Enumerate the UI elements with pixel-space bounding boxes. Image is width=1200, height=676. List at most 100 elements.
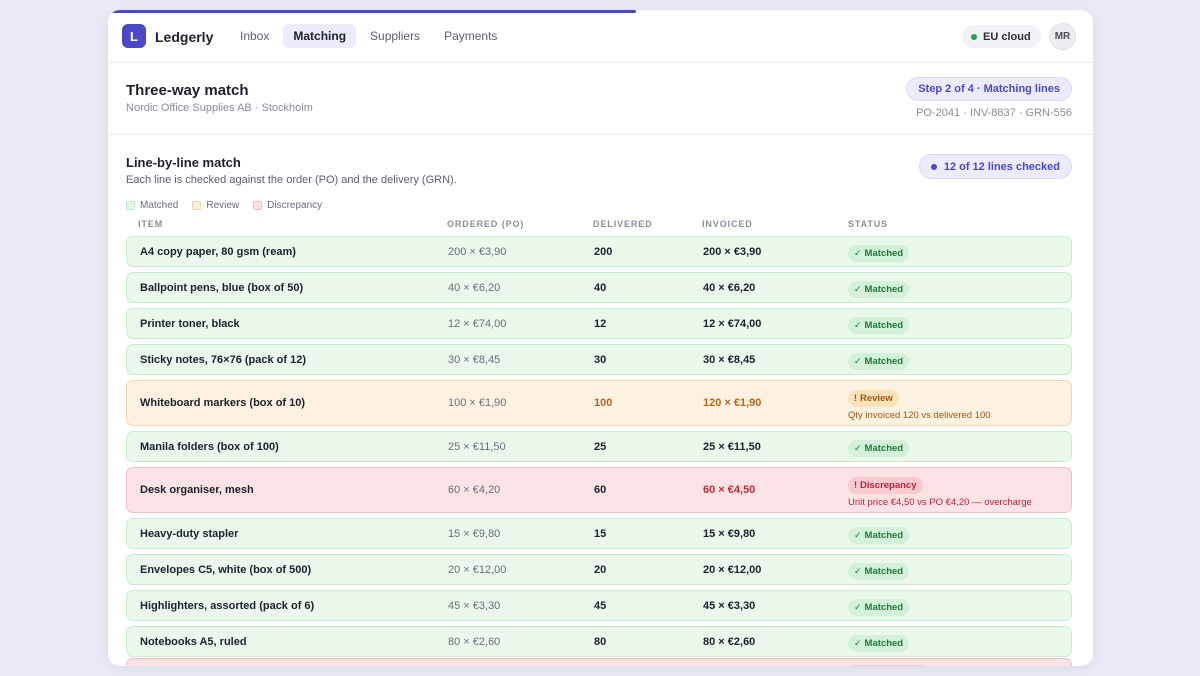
table-row[interactable]: Envelopes C5, white (box of 500) 20 × €12… [126,554,1072,585]
check-icon: ✓ [854,566,862,576]
table-row[interactable]: Sticky notes, 76×76 (pack of 12) 30 × €8,… [126,344,1072,375]
app-name: Ledgerly [155,29,214,45]
app-logo-icon[interactable]: L [122,24,146,48]
table-row[interactable]: Manila folders (box of 100) 25 × €11,50 25… [126,431,1072,462]
table-row[interactable]: Ballpoint pens, blue (box of 50) 40 × €6,… [126,272,1072,303]
ordered-value: 80 × €2,60 [448,636,501,648]
status-label: Matched [864,284,904,295]
ordered-value: 25 × €11,50 [448,441,506,453]
ordered-value: 30 × €8,45 [448,354,501,366]
item-name: Whiteboard markers (box of 10) [140,397,306,409]
delivered-value: 25 [594,441,607,453]
ordered-value: 45 × €3,30 [448,600,501,612]
tab-suppliers[interactable]: Suppliers [370,29,421,43]
document-references: PO-2041 · INV-8837 · GRN-556 [916,107,1072,119]
column-header-invoiced: INVOICED [702,219,753,229]
step-progress-fill [108,10,636,13]
status-label: Matched [864,602,904,613]
status-pill[interactable]: ✓ Matched [848,245,910,262]
status-note: Unit price €4,50 vs PO €4,20 — overcharg… [848,496,1032,508]
item-name: Heavy-duty stapler [140,528,239,540]
status-cell: ✓ Matched [848,561,910,580]
status-dot-icon [971,33,977,40]
status-pill[interactable]: ! Discrepancy [848,476,923,494]
cloud-region-label: EU cloud [983,30,1031,43]
status-pill[interactable]: ✓ Matched [848,635,910,652]
table-row[interactable]: Notebooks A5, ruled 80 × €2,60 80 80 × €2,6… [126,626,1072,657]
item-name: A4 copy paper, 80 gsm (ream) [140,246,296,258]
invoiced-value: 45 × €3,30 [703,600,756,612]
status-cell: ! Discrepancy Unit price €4,50 vs PO €4,20… [848,475,1032,508]
step-indicator-badge: Step 2 of 4 · Matching lines [906,77,1072,101]
invoiced-value: 120 × €1,90 [703,397,762,409]
tab-inbox[interactable]: Inbox [240,29,270,43]
column-header-delivered: DELIVERED [593,219,653,229]
table-header: ITEM ORDERED (PO) DELIVERED INVOICED STA… [126,217,1072,233]
status-cell: ✓ Matched [848,633,910,652]
status-label: Review [860,392,893,404]
check-icon: ✓ [854,248,862,258]
legend-matched: Matched [126,200,178,211]
table-row[interactable]: Heavy-duty stapler 15 × €9,80 15 15 × €9,80… [126,518,1072,549]
status-pill[interactable]: ✓ Matched [848,353,910,370]
delivered-value: 80 [594,636,607,648]
status-label: Discrepancy [860,479,917,491]
supplier-subtitle: Nordic Office Supplies AB · Stockholm [126,102,313,114]
status-pill[interactable]: ✓ Matched [848,563,910,580]
ordered-value: 60 × €4,20 [448,484,501,496]
page-header: Three-way match Nordic Office Supplies A… [108,63,1093,135]
page-title: Three-way match [126,82,249,99]
check-icon: ✓ [854,530,862,540]
table-row[interactable]: A4 copy paper, 80 gsm (ream) 200 × €3,90 2… [126,236,1072,267]
invoiced-value: 40 × €6,20 [703,282,756,294]
status-cell: ✓ Matched [848,525,910,544]
match-lines-table: A4 copy paper, 80 gsm (ream) 200 × €3,90 2… [126,236,1072,662]
delivered-value: 30 [594,354,607,366]
status-pill[interactable]: ✓ Matched [848,440,910,457]
lines-checked-badge: 12 of 12 lines checked [918,154,1072,179]
status-pill [848,665,928,666]
item-name: Manila folders (box of 100) [140,441,279,453]
table-row[interactable]: Desk organiser, mesh 60 × €4,20 60 60 × €4,… [126,467,1072,513]
invoiced-value: 20 × €12,00 [703,564,762,576]
table-row[interactable]: Whiteboard markers (box of 10) 100 × €1,9… [126,380,1072,426]
status-cell: ✓ Matched [848,315,910,334]
user-avatar[interactable]: MR [1049,23,1076,50]
status-pill[interactable]: ✓ Matched [848,317,910,334]
app-window: L Ledgerly Inbox Matching Suppliers Paym… [108,10,1093,666]
ordered-value: 40 × €6,20 [448,282,501,294]
cloud-region-badge[interactable]: EU cloud [962,25,1041,48]
tab-payments[interactable]: Payments [444,29,498,43]
column-header-item: ITEM [138,219,164,229]
status-dot-icon [930,163,937,170]
status-pill[interactable]: ✓ Matched [848,599,910,616]
status-pill[interactable]: ! Review [848,389,899,407]
invoiced-value: 12 × €74,00 [703,318,762,330]
status-pill[interactable]: ✓ Matched [848,527,910,544]
tab-matching[interactable]: Matching [283,24,357,48]
table-row[interactable]: Printer toner, black 12 × €74,00 12 12 × €7… [126,308,1072,339]
delivered-value: 100 [594,397,613,409]
top-navigation-bar: L Ledgerly Inbox Matching Suppliers Paym… [108,13,1093,63]
status-label: Matched [864,443,904,454]
item-name: Notebooks A5, ruled [140,636,247,648]
status-pill[interactable]: ✓ Matched [848,281,910,298]
status-cell: ✓ Matched [848,597,910,616]
table-row-partial[interactable] [126,658,1072,666]
legend-label: Discrepancy [267,200,323,211]
status-label: Matched [864,566,904,577]
item-name: Sticky notes, 76×76 (pack of 12) [140,354,306,366]
legend-discrepancy: Discrepancy [253,200,322,211]
check-icon: ✓ [854,320,862,330]
item-name: Envelopes C5, white (box of 500) [140,564,312,576]
invoiced-value: 80 × €2,60 [703,636,756,648]
delivered-value: 20 [594,564,607,576]
exclamation-icon: ! [854,393,857,403]
status-label: Matched [864,320,904,331]
table-row[interactable]: Highlighters, assorted (pack of 6) 45 × €… [126,590,1072,621]
invoiced-value: 200 × €3,90 [703,246,762,258]
status-label: Matched [864,530,904,541]
invoiced-value: 60 × €4,50 [703,484,756,496]
item-name: Printer toner, black [140,318,240,330]
status-label: Matched [864,638,904,649]
